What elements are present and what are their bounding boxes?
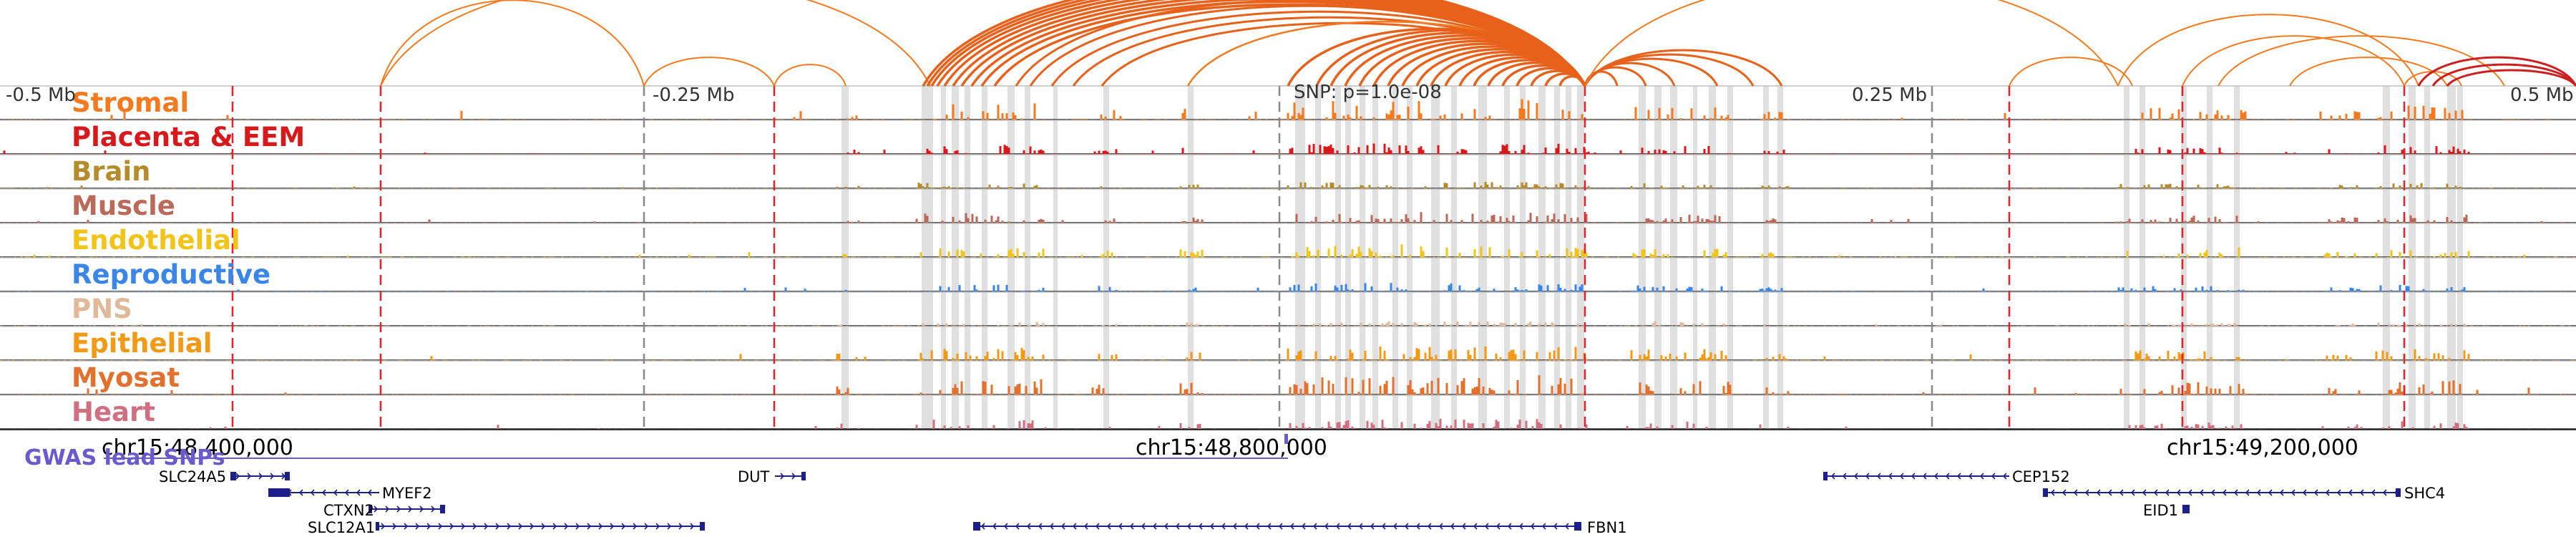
interaction-arc	[380, 0, 645, 87]
axis-label-right: 0.5 Mb	[2510, 84, 2574, 106]
coordinate-label: chr15:49,200,000	[2167, 435, 2358, 460]
track-muscle	[0, 188, 2576, 223]
gene-label-eid1[interactable]: EID1	[2143, 502, 2178, 519]
gene-model	[973, 522, 1581, 531]
interaction-arc	[2117, 14, 2419, 87]
track-placenta-eem	[0, 120, 2576, 155]
track-endothelial	[0, 223, 2576, 258]
track-label-endothelial: Endothelial	[72, 225, 240, 256]
gene-label-ctxn2[interactable]: CTXN2	[323, 502, 374, 519]
track-heart	[0, 395, 2576, 430]
track-label-epithelial: Epithelial	[72, 328, 213, 359]
gwas-track-label: GWAS lead SNPs	[24, 445, 225, 470]
track-label-placenta-eem: Placenta & EEM	[72, 122, 306, 153]
interaction-arc	[643, 57, 775, 87]
track-reproductive	[0, 257, 2576, 292]
track-label-reproductive: Reproductive	[72, 259, 271, 290]
gene-label-shc4[interactable]: SHC4	[2404, 485, 2446, 502]
axis-label-minus-quarter: -0.25 Mb	[653, 84, 735, 106]
axis-label-plus-quarter: 0.25 Mb	[1852, 84, 1928, 106]
interaction-arc	[2417, 56, 2576, 87]
gene-label-dut[interactable]: DUT	[738, 468, 770, 485]
track-epithelial	[0, 326, 2576, 361]
interaction-arc	[2289, 57, 2448, 87]
interaction-arc	[1584, 62, 1676, 87]
interaction-arc	[774, 64, 847, 87]
interaction-arc	[380, 0, 931, 87]
track-label-pns: PNS	[72, 294, 132, 324]
gene-label-cep152[interactable]: CEP152	[2012, 468, 2070, 485]
gene-label-fbn1[interactable]: FBN1	[1587, 519, 1627, 536]
interaction-arc	[2446, 69, 2576, 87]
gwas-lead-snp	[1284, 434, 1288, 444]
track-pns	[0, 291, 2576, 326]
gene-model	[268, 488, 379, 497]
gene-label-myef2[interactable]: MYEF2	[382, 485, 432, 502]
track-label-heart: Heart	[72, 397, 155, 427]
gene-model	[376, 522, 705, 531]
track-label-myosat: Myosat	[72, 362, 180, 393]
interaction-arc	[1584, 49, 1783, 87]
interaction-arc	[2218, 35, 2505, 87]
coordinate-label: chr15:48,800,000	[1136, 435, 1327, 460]
interaction-arc	[2431, 63, 2576, 87]
track-brain	[0, 154, 2576, 189]
track-myosat	[0, 360, 2576, 395]
interaction-arc	[1558, 74, 1586, 87]
track-label-muscle: Muscle	[72, 190, 175, 221]
gene-model	[775, 472, 806, 480]
axis-label-left: -0.5 Mb	[6, 84, 76, 106]
gene-label-slc24a5[interactable]: SLC24A5	[159, 468, 227, 485]
snp-label: SNP: p=1.0e-08	[1294, 82, 1442, 103]
gene-model	[1823, 472, 2009, 480]
coordinate-label: chr15:48,400,000	[102, 435, 293, 460]
interaction-arc	[2009, 57, 2133, 87]
gene-annotation-track	[104, 434, 2401, 531]
track-label-brain: Brain	[72, 156, 151, 187]
gene-model	[2043, 488, 2401, 497]
gene-label-slc12a1[interactable]: SLC12A1	[308, 519, 376, 536]
interaction-arcs	[380, 0, 2576, 87]
signal-tracks	[0, 85, 2576, 430]
track-label-stromal: Stromal	[72, 87, 190, 118]
gene-model	[2182, 505, 2190, 513]
dashed-marker-lines	[231, 86, 2406, 430]
interaction-arc	[1584, 0, 2119, 87]
gene-model	[230, 472, 290, 480]
gene-model	[369, 505, 445, 513]
track-stromal	[0, 85, 2576, 120]
interaction-arc	[2182, 35, 2405, 87]
